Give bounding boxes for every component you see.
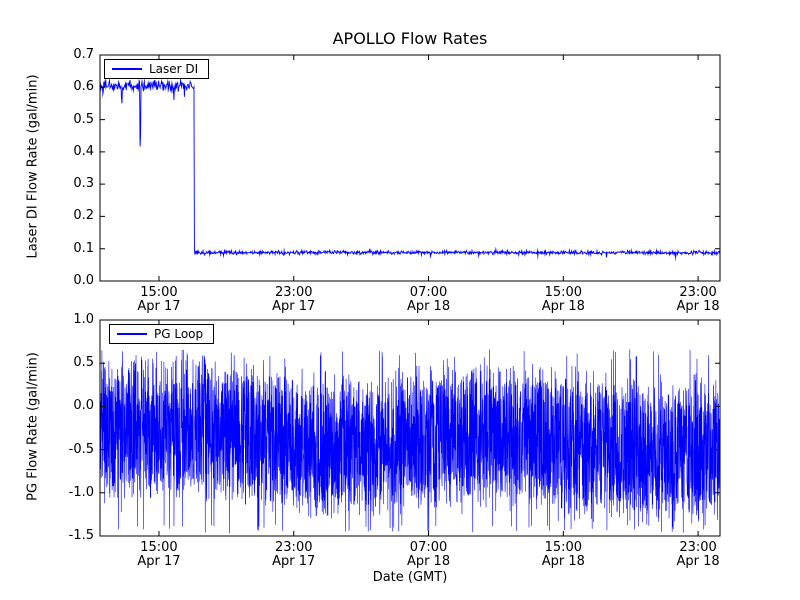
y-tick-label: -1.0 (68, 484, 94, 500)
y-tick-label: 0.2 (73, 208, 94, 224)
x-tick-time: 15:00 (544, 540, 583, 555)
legend-label-laser-di: Laser DI (149, 62, 199, 76)
y-tick-label: 0.5 (73, 111, 94, 127)
x-axis-label: Date (GMT) (372, 570, 448, 585)
y-tick-label: 1.0 (73, 312, 94, 327)
x-tick-time: 15:00 (140, 540, 178, 555)
x-tick-time: 23:00 (275, 285, 313, 300)
x-tick-date: Apr 17 (272, 299, 316, 314)
x-tick-time: 23:00 (275, 540, 313, 555)
x-tick-date: Apr 18 (406, 299, 451, 314)
x-tick-date: Apr 18 (541, 299, 585, 314)
legend-label-pg-loop: PG Loop (154, 327, 204, 341)
x-tick-time: 23:00 (679, 540, 717, 555)
legend-line-pg-loop (117, 333, 147, 335)
legend-laser-di: Laser DI (104, 59, 210, 79)
x-tick-time: 15:00 (140, 285, 178, 300)
legend-line-laser-di (112, 68, 142, 70)
y-tick-label: 0.0 (73, 398, 94, 414)
y-tick-label: 0.3 (73, 176, 94, 192)
x-tick-date: Apr 17 (272, 554, 316, 569)
y-tick-label: 0.5 (73, 355, 94, 371)
y-tick-label: -1.5 (68, 528, 94, 543)
y-tick-label: -0.5 (68, 441, 94, 457)
x-tick-date: Apr 18 (406, 554, 451, 569)
x-tick-date: Apr 18 (541, 554, 585, 569)
y-tick-label: 0.4 (73, 143, 94, 159)
y-tick-label: 0.6 (73, 79, 94, 95)
x-tick-date: Apr 17 (137, 299, 181, 314)
x-tick-time: 23:00 (679, 285, 717, 300)
x-tick-date: Apr 17 (137, 554, 181, 569)
y-tick-label: 0.0 (73, 273, 94, 288)
x-tick-date: Apr 18 (676, 554, 720, 569)
x-tick-time: 07:00 (409, 540, 448, 555)
y-tick-label: 0.7 (73, 47, 94, 62)
y-tick-label: 0.1 (73, 240, 94, 256)
chart-title: APOLLO Flow Rates (332, 29, 488, 48)
x-tick-time: 07:00 (409, 285, 448, 300)
x-tick-date: Apr 18 (676, 299, 720, 314)
x-tick-time: 15:00 (544, 285, 583, 300)
legend-pg-loop: PG Loop (109, 324, 215, 344)
